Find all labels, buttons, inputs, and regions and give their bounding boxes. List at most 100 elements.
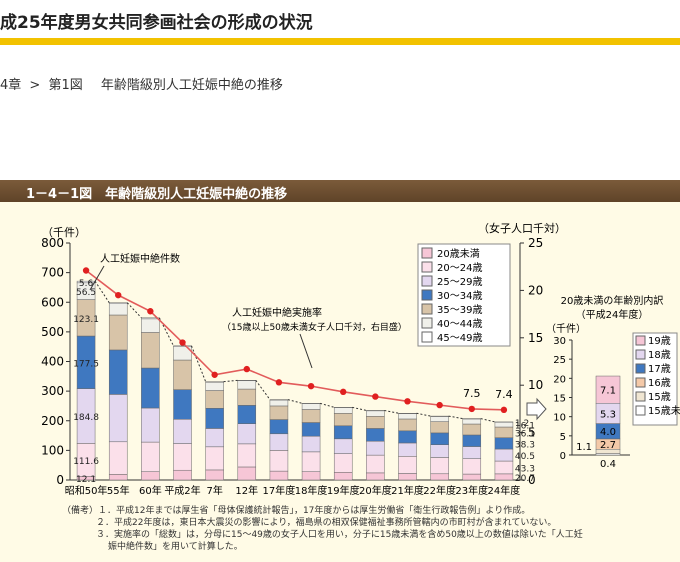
note-line: （備考）１．平成12年までは厚生省「母体保護統計報告」，17年度からは厚生労働省… (62, 506, 531, 516)
bar-segment (333, 438, 353, 454)
bar-segment (398, 473, 417, 481)
inset-chart: 20歳未満の年齢別内訳（平成24年度） （千件） 0 5 10 15 20 25 30 0.4 1.… (546, 294, 680, 470)
inset-subtitle: （平成24年度） (576, 308, 649, 321)
data-label: 20.7 (515, 474, 535, 484)
inset-legend-swatch (635, 377, 646, 388)
data-label: 5.6 (79, 279, 94, 289)
bar-segment (108, 303, 128, 316)
bar-segment (205, 408, 224, 429)
x-tick-label: 18年度 (295, 484, 328, 497)
total-annotation: 人工妊娠中絶件数 (100, 252, 180, 265)
rate-annotation-note: （15歳以上50歳未満女子人口千対，右目盛） (222, 321, 407, 333)
bar-segment (205, 469, 224, 481)
rate-point (115, 291, 122, 299)
bar-segment (173, 345, 192, 347)
bar-segment (494, 437, 514, 450)
bar-segment (205, 390, 224, 409)
bar-segment (366, 454, 385, 474)
bar-segment (173, 359, 192, 390)
data-label: 1.2 (515, 419, 529, 429)
rate-point (243, 365, 250, 373)
bar-segment (366, 416, 385, 429)
bar-segment (462, 458, 482, 475)
rate-annotation: 人工妊娠中絶実施率 (232, 306, 322, 319)
bar-connector (352, 406, 367, 411)
rate-point (468, 405, 475, 413)
rate-point (275, 379, 283, 386)
breadcrumb-title: 年齢階級別人工妊娠中絶の推移 (100, 78, 283, 93)
bar-connector (384, 409, 399, 414)
y2-tick-label: 10 (528, 378, 543, 392)
header-divider (0, 38, 680, 45)
rate-point (404, 398, 411, 405)
bar-segment (333, 413, 353, 427)
rate-point (147, 308, 154, 315)
bar-segment (269, 433, 289, 451)
inset-legend-entry: 15歳未満 (648, 405, 680, 417)
figure-title-band (0, 180, 680, 202)
x-tick-label: 24年度 (488, 484, 521, 497)
data-label: 123.1 (73, 315, 99, 325)
bar-connector (223, 379, 238, 383)
data-label: 38.3 (515, 440, 535, 450)
breadcrumb-chapter[interactable]: 4章 (0, 78, 22, 93)
inset-title: 20歳未満の年齢別内訳 (561, 294, 664, 307)
x-tick-label: 23年度 (455, 484, 488, 497)
page-header: 成25年度男女共同参画社会の形成の状況 (0, 0, 680, 40)
bar-segment (141, 332, 160, 369)
bar-segment (173, 419, 192, 444)
y-tick-label: 200 (41, 414, 64, 428)
bar-connector (126, 302, 142, 319)
bar-segment (108, 441, 128, 475)
bar-segment (205, 428, 224, 448)
inset-data-label: 5.3 (600, 409, 616, 420)
inset-y-tick-label: 5 (560, 432, 566, 443)
inset-y-tick-label: 25 (553, 355, 566, 366)
x-tick-label: 7年 (206, 484, 222, 497)
bar-segment (269, 405, 289, 420)
bar-connector (287, 399, 303, 404)
rate-point (372, 393, 379, 400)
bar-segment (430, 421, 449, 434)
bar-connector (255, 380, 271, 400)
x-tick-label: 昭和50年 (65, 484, 108, 497)
inset-bar-segment (595, 375, 621, 404)
legend-entry: 25～29歳 (437, 276, 482, 288)
y-axis-label: （千件） (42, 226, 86, 239)
y-tick-label: 100 (41, 443, 64, 457)
x-tick-label: 17年度 (263, 484, 296, 497)
inset-y-label: （千件） (546, 323, 586, 335)
bar-segment (366, 440, 385, 456)
bar-segment (237, 405, 257, 424)
bar-segment (141, 367, 160, 409)
y-tick-label: 700 (41, 266, 64, 280)
x-tick-label: 55年 (107, 484, 130, 497)
y2-tick-label: 0 (528, 473, 536, 487)
bar-segment (494, 426, 514, 438)
bar-segment (301, 422, 321, 437)
bar-segment (462, 418, 482, 425)
main-chart: （千件） （女子人口千対）0100200300400500600700800051… (41, 221, 566, 497)
inset-legend-swatch (635, 391, 646, 402)
inset-arrow (526, 397, 547, 421)
bar-segment (301, 403, 321, 410)
data-label: 36.1 (515, 429, 535, 439)
y2-tick-label: 15 (528, 331, 543, 345)
breadcrumb: 4章 > 第1図 年齢階級別人工妊娠中絶の推移 (0, 74, 287, 93)
rate-point (211, 371, 218, 378)
bar-segment (333, 407, 353, 414)
bar-segment (430, 432, 449, 445)
bar-segment (301, 435, 321, 453)
rate-line (85, 269, 504, 411)
bar-segment (108, 314, 128, 351)
y2-tick-label: 5 (528, 426, 536, 440)
rate-label: 7.5 (463, 387, 481, 400)
data-label: 16.1 (515, 422, 535, 432)
inset-legend-swatch (635, 405, 646, 416)
y-tick-label: 400 (41, 355, 64, 369)
rate-point (307, 382, 315, 390)
bar-segment (205, 381, 224, 391)
bar-segment (398, 413, 417, 420)
bar-segment (237, 443, 257, 468)
bar-segment (494, 421, 514, 428)
